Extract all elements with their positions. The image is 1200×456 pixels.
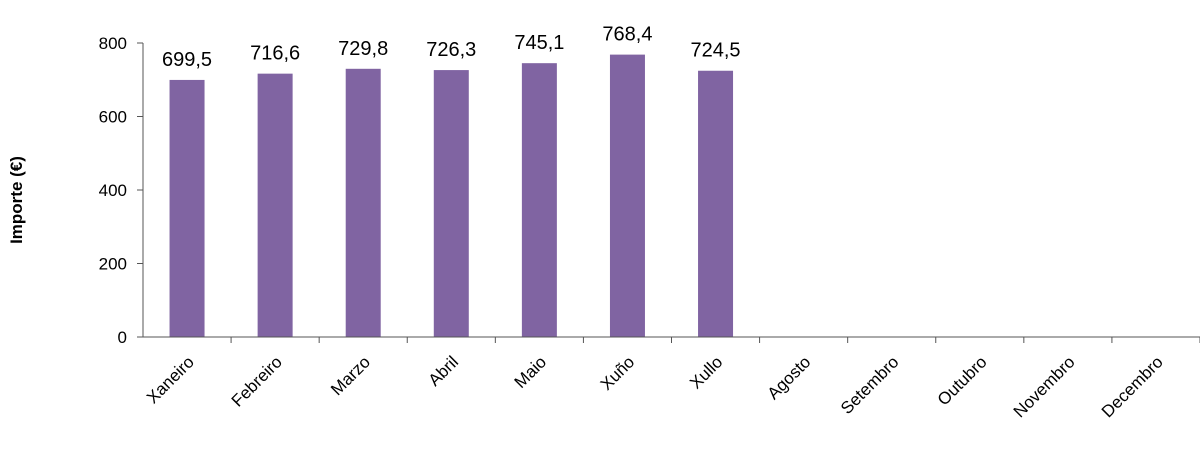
y-tick-label: 0: [118, 328, 127, 347]
x-tick-label: Febreiro: [228, 352, 286, 410]
x-tick-label: Xuño: [597, 352, 639, 394]
data-label: 699,5: [162, 49, 212, 71]
data-label: 716,6: [250, 43, 300, 65]
data-labels: 699,5 716,6 729,8 726,3 745,1 768,4 724,5: [162, 24, 741, 71]
data-label: 745,1: [514, 32, 564, 54]
data-label: 729,8: [338, 38, 388, 60]
y-tick-label: 200: [99, 255, 127, 274]
x-tick-label: Agosto: [764, 352, 815, 403]
data-label: 768,4: [602, 24, 652, 46]
y-tick-label: 600: [99, 108, 127, 127]
x-tick-label: Maio: [511, 352, 550, 391]
x-tick-label: Marzo: [327, 352, 374, 399]
bar-maio: [521, 63, 557, 337]
y-axis: 0 200 400 600 800: [99, 34, 144, 347]
x-tick-label: Abril: [425, 352, 462, 389]
x-tick-label: Novembro: [1010, 352, 1079, 421]
y-tick-label: 800: [99, 34, 127, 53]
bar-xaneiro: [169, 79, 205, 337]
bar-xullo: [698, 70, 734, 337]
bar-xuño: [609, 54, 645, 337]
bar-marzo: [345, 68, 381, 338]
data-label: 726,3: [426, 39, 476, 61]
data-label: 724,5: [691, 40, 741, 62]
x-tick-label: Setembro: [837, 352, 903, 418]
x-tick-label: Decembro: [1098, 352, 1167, 421]
x-tick-label: Xaneiro: [143, 352, 198, 407]
bar-febreiro: [257, 73, 293, 337]
bars: [169, 54, 734, 338]
x-tick-label: Outubro: [934, 352, 991, 409]
y-axis-title: Importe (€): [7, 156, 26, 244]
x-tick-label: Xullo: [686, 352, 726, 392]
x-axis: Xaneiro Febreiro Marzo Abril Maio Xuño Xullo Ag…: [143, 336, 1200, 421]
bar-abril: [433, 70, 469, 337]
y-tick-label: 400: [99, 181, 127, 200]
